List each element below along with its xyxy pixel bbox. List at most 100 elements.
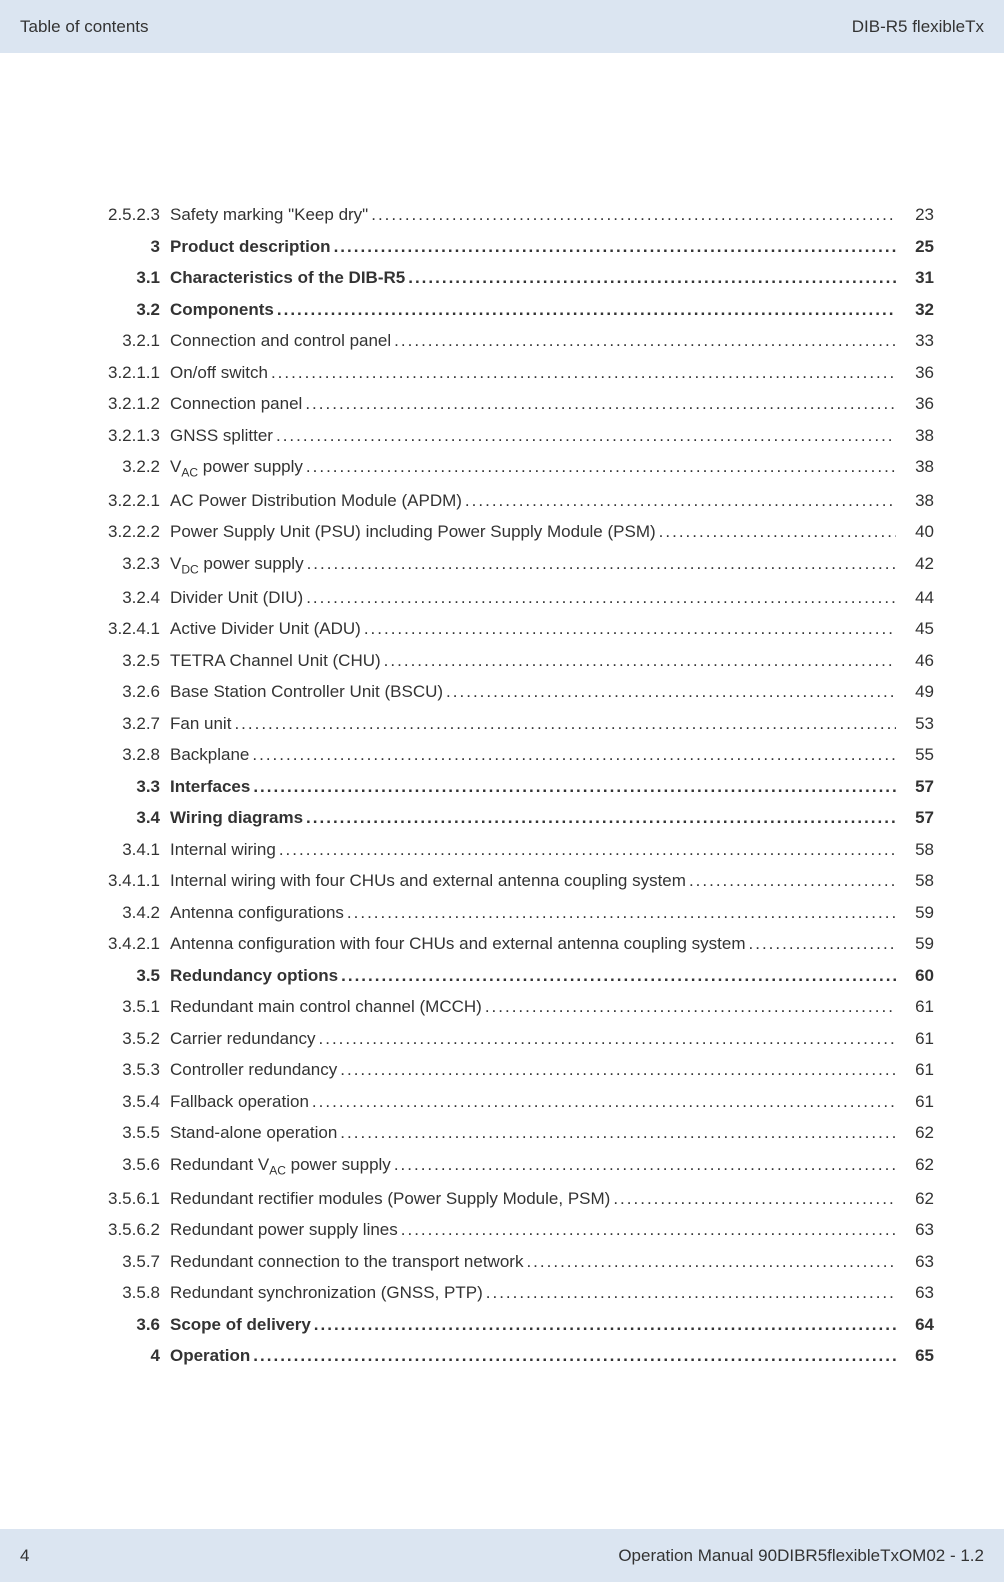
toc-title-wrap: Controller redundancy...................… [170, 1060, 899, 1080]
toc-title: Stand-alone operation [170, 1123, 337, 1143]
toc-row: 3.2.2.2Power Supply Unit (PSU) including… [100, 522, 934, 542]
toc-page: 44 [899, 588, 934, 608]
toc-number: 3.2.6 [100, 682, 170, 702]
toc-row: 3.4Wiring diagrams......................… [100, 808, 934, 828]
toc-title: Base Station Controller Unit (BSCU) [170, 682, 443, 702]
toc-number: 3.3 [100, 777, 170, 797]
toc-dots: ........................................… [347, 903, 896, 923]
toc-page: 64 [899, 1315, 934, 1335]
toc-title-wrap: Carrier redundancy......................… [170, 1029, 899, 1049]
toc-title-wrap: AC Power Distribution Module (APDM).....… [170, 491, 899, 511]
toc-title-wrap: Operation...............................… [170, 1346, 899, 1366]
toc-dots: ........................................… [613, 1189, 896, 1209]
toc-title: Redundancy options [170, 966, 338, 986]
toc-title-wrap: Characteristics of the DIB-R5...........… [170, 268, 899, 288]
toc-row: 3Product description....................… [100, 237, 934, 257]
toc-number: 3.5.5 [100, 1123, 170, 1143]
toc-page: 40 [899, 522, 934, 542]
toc-dots: ........................................… [276, 426, 896, 446]
toc-title-wrap: Power Supply Unit (PSU) including Power … [170, 522, 899, 542]
toc-row: 3.5.7Redundant connection to the transpo… [100, 1252, 934, 1272]
toc-row: 3.5.6Redundant VAC power supply.........… [100, 1155, 934, 1177]
toc-title: Redundant main control channel (MCCH) [170, 997, 482, 1017]
toc-dots: ........................................… [446, 682, 896, 702]
toc-title: Interfaces [170, 777, 250, 797]
toc-title-wrap: Active Divider Unit (ADU)...............… [170, 619, 899, 639]
toc-title: AC Power Distribution Module (APDM) [170, 491, 462, 511]
toc-page: 45 [899, 619, 934, 639]
toc-dots: ........................................… [394, 1155, 896, 1175]
toc-title: On/off switch [170, 363, 268, 383]
toc-page: 62 [899, 1189, 934, 1209]
toc-row: 3.5.4Fallback operation.................… [100, 1092, 934, 1112]
page-header: Table of contents DIB-R5 flexibleTx [0, 0, 1004, 53]
toc-dots: ........................................… [234, 714, 896, 734]
toc-row: 3.4.2.1Antenna configuration with four C… [100, 934, 934, 954]
toc-row: 3.5.3Controller redundancy..............… [100, 1060, 934, 1080]
toc-page: 58 [899, 871, 934, 891]
toc-title-wrap: Components..............................… [170, 300, 899, 320]
toc-title: Power Supply Unit (PSU) including Power … [170, 522, 656, 542]
toc-page: 62 [899, 1123, 934, 1143]
toc-number: 3.2.4 [100, 588, 170, 608]
toc-dots: ........................................… [279, 840, 896, 860]
toc-title: Backplane [170, 745, 249, 765]
toc-number: 3.5.3 [100, 1060, 170, 1080]
toc-dots: ........................................… [277, 300, 896, 320]
toc-title-wrap: Product description.....................… [170, 237, 899, 257]
toc-dots: ........................................… [689, 871, 896, 891]
toc-title-wrap: Scope of delivery.......................… [170, 1315, 899, 1335]
table-of-contents: 2.5.2.3Safety marking "Keep dry"........… [100, 205, 934, 1378]
toc-page: 38 [899, 457, 934, 477]
toc-dots: ........................................… [312, 1092, 896, 1112]
toc-dots: ........................................… [319, 1029, 896, 1049]
toc-row: 3.2.2.1AC Power Distribution Module (APD… [100, 491, 934, 511]
toc-title-wrap: VAC power supply........................… [170, 457, 899, 479]
toc-row: 3.3Interfaces...........................… [100, 777, 934, 797]
toc-title-wrap: Fallback operation......................… [170, 1092, 899, 1112]
toc-number: 3.2.2.1 [100, 491, 170, 511]
toc-title-wrap: Internal wiring.........................… [170, 840, 899, 860]
toc-dots: ........................................… [305, 394, 896, 414]
toc-dots: ........................................… [307, 554, 896, 574]
toc-row: 3.2.1.3GNSS splitter....................… [100, 426, 934, 446]
toc-title-wrap: Antenna configuration with four CHUs and… [170, 934, 899, 954]
toc-title: Connection panel [170, 394, 302, 414]
toc-page: 38 [899, 426, 934, 446]
toc-number: 2.5.2.3 [100, 205, 170, 225]
toc-dots: ........................................… [271, 363, 896, 383]
footer-document-id: Operation Manual 90DIBR5flexibleTxOM02 -… [618, 1546, 984, 1566]
toc-dots: ........................................… [306, 588, 896, 608]
toc-number: 3.4.2.1 [100, 934, 170, 954]
toc-row: 3.5.6.1Redundant rectifier modules (Powe… [100, 1189, 934, 1209]
toc-number: 3.2.2 [100, 457, 170, 477]
toc-title-wrap: Divider Unit (DIU)......................… [170, 588, 899, 608]
toc-page: 61 [899, 1060, 934, 1080]
toc-number: 3.2.3 [100, 554, 170, 574]
toc-row: 3.2.1.2Connection panel.................… [100, 394, 934, 414]
toc-title: Antenna configurations [170, 903, 344, 923]
toc-page: 61 [899, 997, 934, 1017]
toc-page: 25 [899, 237, 934, 257]
toc-page: 65 [899, 1346, 934, 1366]
toc-number: 4 [100, 1346, 170, 1366]
toc-number: 3.6 [100, 1315, 170, 1335]
toc-title-wrap: VDC power supply........................… [170, 554, 899, 576]
toc-dots: ........................................… [306, 808, 896, 828]
toc-row: 3.5.6.2Redundant power supply lines.....… [100, 1220, 934, 1240]
toc-dots: ........................................… [485, 997, 896, 1017]
toc-title: Connection and control panel [170, 331, 391, 351]
toc-page: 53 [899, 714, 934, 734]
toc-dots: ........................................… [252, 745, 896, 765]
toc-row: 3.4.1Internal wiring....................… [100, 840, 934, 860]
page-footer: 4 Operation Manual 90DIBR5flexibleTxOM02… [0, 1529, 1004, 1582]
toc-row: 3.5.5Stand-alone operation..............… [100, 1123, 934, 1143]
toc-title: Antenna configuration with four CHUs and… [170, 934, 746, 954]
toc-page: 36 [899, 363, 934, 383]
toc-title: Fan unit [170, 714, 231, 734]
toc-row: 3.2.3VDC power supply...................… [100, 554, 934, 576]
toc-number: 3.1 [100, 268, 170, 288]
toc-number: 3.5.6.1 [100, 1189, 170, 1209]
toc-title: Characteristics of the DIB-R5 [170, 268, 405, 288]
toc-number: 3.2.1.3 [100, 426, 170, 446]
